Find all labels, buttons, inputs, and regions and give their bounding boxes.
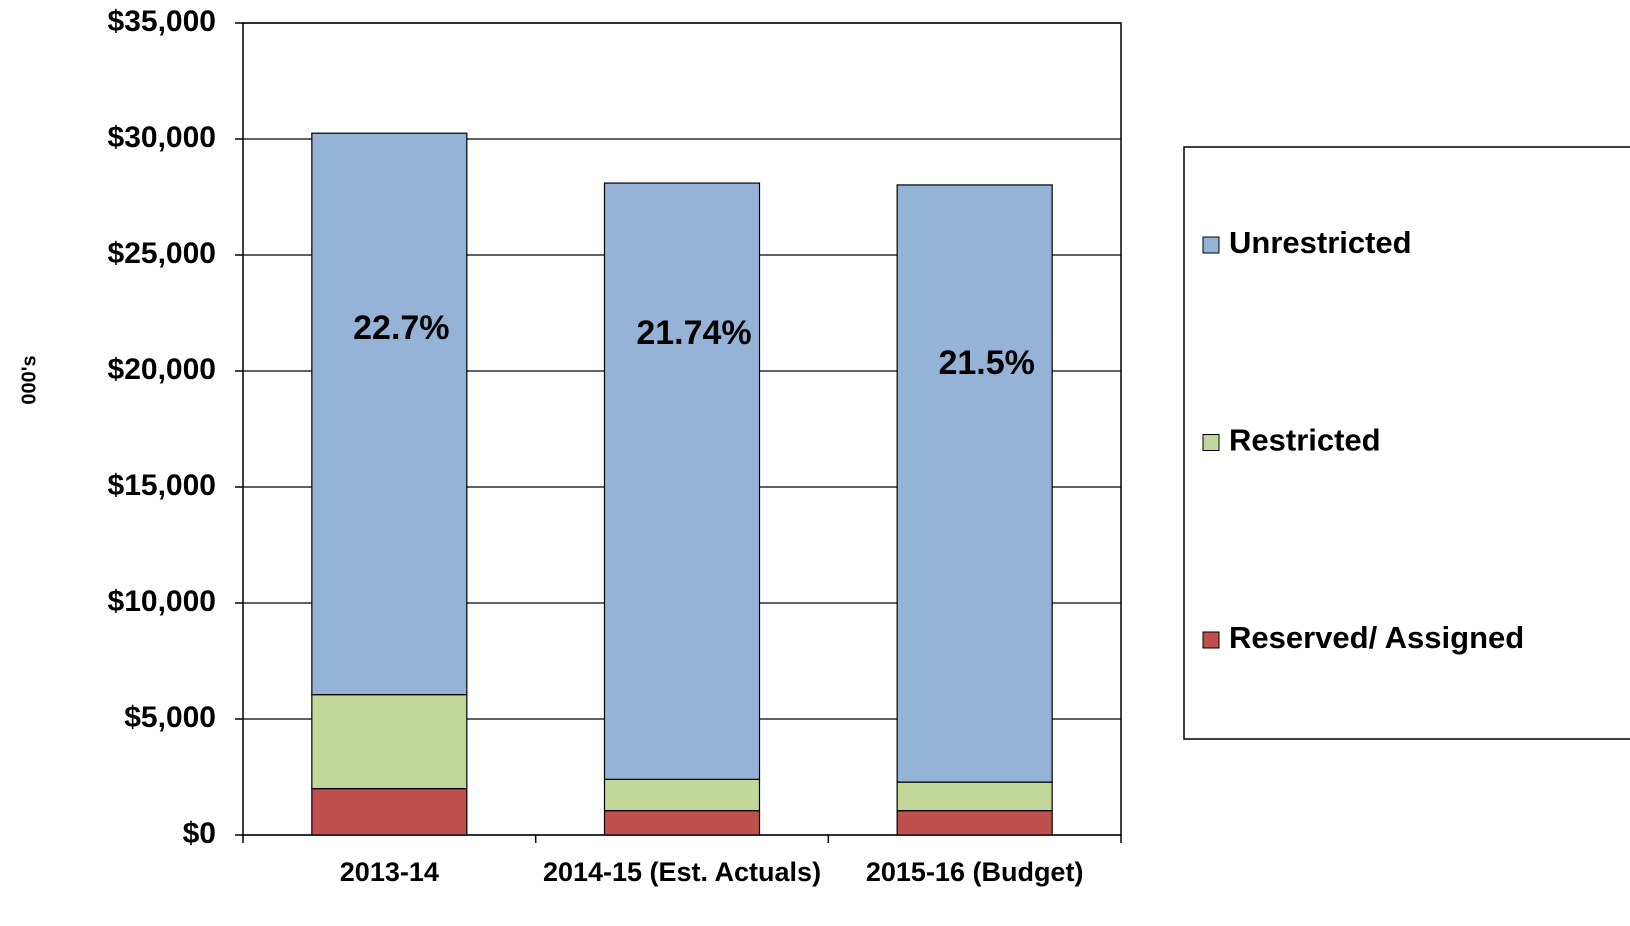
x-tick-label: 2013-14	[340, 857, 439, 887]
bar-segment	[311, 787, 468, 836]
y-tick-label: $30,000	[108, 121, 216, 154]
bar-segment	[603, 810, 761, 836]
y-tick-label: $35,000	[108, 5, 216, 38]
legend-swatch	[1202, 631, 1220, 649]
legend-label: Unrestricted	[1229, 225, 1412, 260]
x-tick-label: 2015-16 (Budget)	[866, 857, 1084, 887]
legend-swatch	[1202, 434, 1220, 451]
bar-segment	[896, 184, 1053, 783]
y-tick-label: $5,000	[124, 701, 216, 734]
bar-annotation: 21.5%	[938, 344, 1034, 382]
y-tick-label: $15,000	[108, 469, 216, 502]
bar-segment	[896, 781, 1053, 812]
y-tick-label: $25,000	[108, 237, 216, 270]
bar-annotation: 21.74%	[636, 314, 751, 352]
legend-box	[1183, 146, 1630, 740]
bar-segment	[311, 132, 468, 696]
legend-label: Restricted	[1229, 423, 1381, 458]
bar-segment	[896, 810, 1053, 836]
bar-segment	[311, 694, 468, 790]
y-tick-label: $0	[183, 817, 216, 850]
bar-segment	[603, 182, 761, 780]
bar-annotation: 22.7%	[353, 309, 449, 347]
bar-segment	[603, 778, 761, 812]
y-axis-label: 000's	[18, 355, 40, 404]
legend-swatch	[1202, 236, 1220, 254]
y-tick-label: $20,000	[108, 353, 216, 386]
x-tick-label: 2014-15 (Est. Actuals)	[543, 857, 821, 887]
legend-label: Reserved/ Assigned	[1229, 620, 1524, 655]
y-tick-label: $10,000	[108, 585, 216, 618]
